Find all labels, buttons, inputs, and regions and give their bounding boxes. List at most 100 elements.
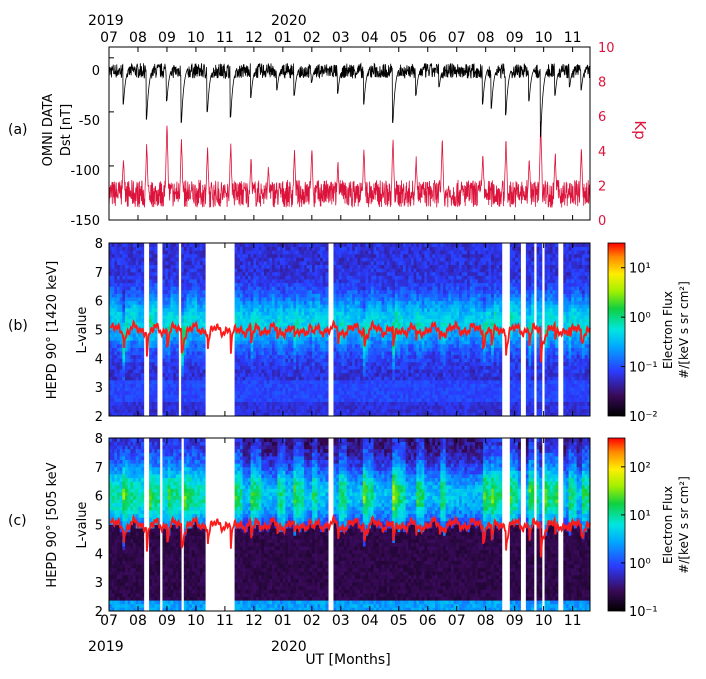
heatmap-cell: [285, 343, 289, 348]
heatmap-cell: [173, 347, 177, 352]
heatmap-cell: [114, 297, 118, 302]
heatmap-cell: [314, 376, 318, 381]
heatmap-cell: [135, 279, 139, 284]
heatmap-cell: [309, 358, 313, 363]
heatmap-cell: [402, 286, 407, 291]
heatmap-cell: [250, 282, 254, 287]
heatmap-cell: [384, 325, 388, 330]
heatmap-cell: [199, 261, 203, 266]
heatmap-cell: [413, 246, 417, 251]
heatmap-cell: [269, 268, 273, 273]
heatmap-cell: [280, 246, 284, 251]
heatmap-cell: [368, 293, 372, 298]
heatmap-cell: [263, 372, 268, 377]
heatmap-cell: [277, 383, 281, 388]
heatmap-cell: [384, 253, 388, 258]
heatmap-cell: [141, 257, 145, 262]
heatmap-cell: [362, 397, 366, 402]
heatmap-cell: [167, 322, 171, 327]
heatmap-cell: [183, 286, 187, 291]
heatmap-cell: [373, 271, 377, 276]
heatmap-cell: [424, 243, 428, 247]
heatmap-cell: [368, 322, 372, 327]
heatmap-cell: [274, 279, 278, 284]
heatmap-cell: [338, 390, 342, 395]
heatmap-cell: [263, 369, 268, 374]
heatmap-cell: [344, 300, 348, 305]
heatmap-cell: [114, 293, 118, 298]
heatmap-cell: [114, 253, 118, 258]
heatmap-cell: [255, 257, 260, 262]
heatmap-cell: [285, 300, 289, 305]
heatmap-cell: [138, 405, 142, 410]
heatmap-cell: [119, 412, 123, 417]
heatmap-cell: [282, 394, 286, 399]
heatmap-cell: [280, 289, 284, 294]
heatmap-cell: [119, 289, 123, 294]
heatmap-cell: [392, 253, 396, 258]
heatmap-cell: [119, 405, 123, 410]
heatmap-cell: [175, 279, 179, 284]
heatmap-cell: [183, 243, 187, 247]
top-month-label: 09: [158, 30, 176, 46]
heatmap-cell: [288, 250, 292, 255]
heatmap-cell: [119, 376, 123, 381]
heatmap-cell: [122, 390, 126, 395]
heatmap-cell: [165, 358, 169, 363]
heatmap-cell: [418, 361, 423, 366]
heatmap-cell: [426, 333, 431, 338]
heatmap-cell: [298, 286, 302, 291]
heatmap-cell: [397, 369, 401, 374]
heatmap-cell: [269, 387, 273, 392]
heatmap-cell: [162, 322, 166, 327]
heatmap-cell: [114, 379, 118, 384]
heatmap-cell: [247, 336, 252, 341]
heatmap-cell: [336, 397, 340, 402]
heatmap-cell: [394, 383, 398, 388]
heatmap-cell: [386, 351, 390, 356]
heatmap-cell: [127, 246, 131, 251]
heatmap-cell: [389, 343, 393, 348]
heatmap-cell: [306, 282, 310, 287]
heatmap-cell: [424, 383, 428, 388]
heatmap-cell: [338, 257, 342, 262]
heatmap-cell: [269, 361, 273, 366]
heatmap-cell: [357, 340, 361, 345]
heatmap-cell: [255, 246, 260, 251]
heatmap-cell: [400, 279, 404, 284]
heatmap-cell: [338, 361, 342, 366]
heatmap-cell: [117, 412, 121, 417]
heatmap-cell: [272, 340, 276, 345]
heatmap-cell: [111, 383, 115, 388]
heatmap-cell: [127, 275, 131, 280]
heatmap-cell: [266, 282, 270, 287]
heatmap-cell: [274, 390, 278, 395]
heatmap-cell: [135, 394, 139, 399]
heatmap-cell: [357, 315, 361, 320]
heatmap-cell: [237, 322, 241, 327]
heatmap-cell: [151, 361, 155, 366]
heatmap-cell: [189, 315, 193, 320]
heatmap-cell: [282, 347, 286, 352]
heatmap-cell: [312, 387, 316, 392]
heatmap-cell: [357, 289, 361, 294]
heatmap-cell: [133, 271, 137, 276]
heatmap-cell: [274, 318, 278, 323]
heatmap-cell: [154, 297, 158, 302]
heatmap-cell: [349, 336, 353, 341]
heatmap-cell: [199, 243, 203, 247]
heatmap-cell: [346, 379, 350, 384]
heatmap-cell: [263, 379, 268, 384]
heatmap-cell: [186, 257, 190, 262]
heatmap-cell: [261, 351, 265, 356]
heatmap-cell: [322, 289, 326, 294]
heatmap-cell: [122, 358, 126, 363]
heatmap-cell: [258, 282, 262, 287]
heatmap-cell: [274, 304, 278, 309]
heatmap-cell: [320, 279, 324, 284]
heatmap-cell: [293, 390, 297, 395]
heatmap-cell: [320, 253, 324, 258]
heatmap-cell: [175, 304, 179, 309]
heatmap-cell: [381, 315, 385, 320]
heatmap-cell: [282, 397, 286, 402]
